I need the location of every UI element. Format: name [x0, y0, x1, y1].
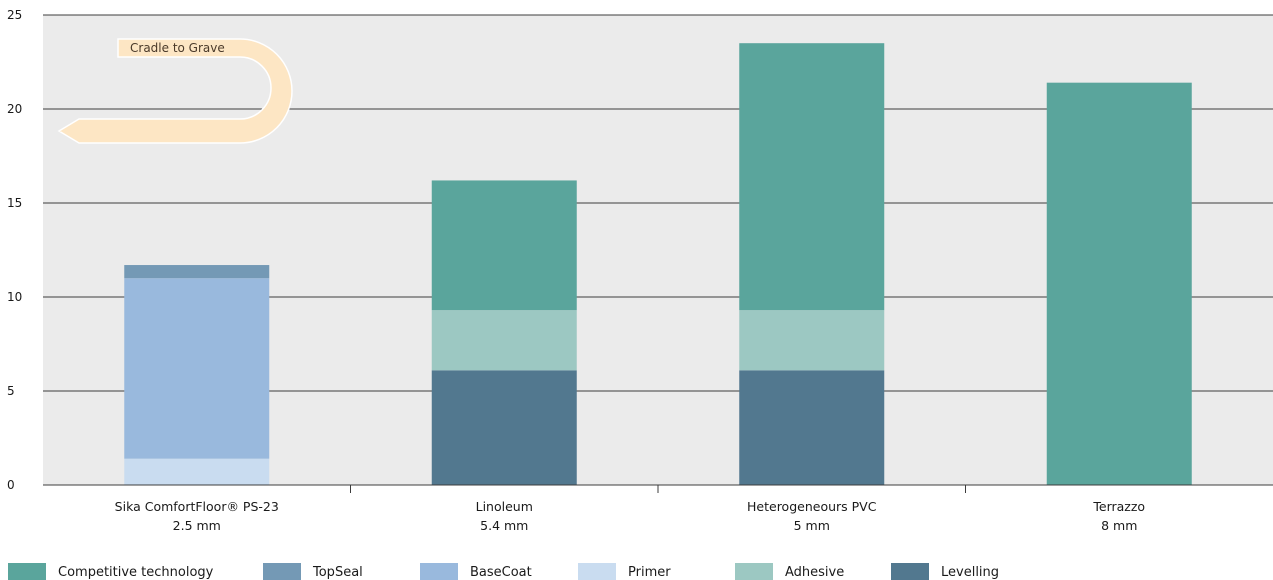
x-category-label: Heterogeneours PVC — [747, 499, 877, 514]
legend-label-competitive-technology: Competitive technology — [58, 565, 214, 580]
bar-adhesive-heterogeneours-pvc — [739, 310, 885, 371]
y-tick-label: 25 — [7, 8, 22, 22]
axes: 0 5 10 15 20 25 Sika ComfortFloor® PS-23 2.5 mm… — [7, 8, 1273, 533]
legend-label-primer: Primer — [628, 565, 671, 580]
legend: Competitive technology TopSeal BaseCoat Pri… — [8, 563, 999, 580]
annotation-label: Cradle to Grave — [130, 41, 225, 55]
legend-swatch-competitive-technology — [8, 563, 46, 580]
x-category-label: Sika ComfortFloor® PS-23 — [115, 499, 279, 514]
y-tick-label: 10 — [7, 290, 22, 304]
y-tick-label: 0 — [7, 478, 15, 492]
legend-swatch-primer — [578, 563, 616, 580]
bar-primer-sika-comfortfloor-ps-23 — [124, 458, 270, 485]
x-category-sublabel: 8 mm — [1101, 518, 1137, 533]
legend-label-basecoat: BaseCoat — [470, 565, 532, 580]
x-category-label: Linoleum — [476, 499, 533, 514]
bar-competitive-technology-linoleum — [431, 180, 577, 311]
legend-swatch-adhesive — [735, 563, 773, 580]
legend-label-adhesive: Adhesive — [785, 565, 844, 580]
bar-competitive-technology-heterogeneours-pvc — [739, 43, 885, 311]
x-category-sublabel: 2.5 mm — [173, 518, 221, 533]
y-tick-label: 20 — [7, 102, 22, 116]
cradle-to-grave-annotation: Cradle to Grave — [57, 38, 293, 144]
legend-label-levelling: Levelling — [941, 565, 999, 580]
legend-swatch-basecoat — [420, 563, 458, 580]
x-category-sublabel: 5.4 mm — [480, 518, 528, 533]
legend-swatch-levelling — [891, 563, 929, 580]
cradle-to-grave-arrow — [57, 38, 293, 144]
y-tick-label: 5 — [7, 384, 15, 398]
bars — [124, 43, 1192, 486]
y-tick-label: 15 — [7, 196, 22, 210]
legend-label-topseal: TopSeal — [312, 565, 363, 580]
bar-levelling-heterogeneours-pvc — [739, 370, 885, 485]
bar-basecoat-sika-comfortfloor-ps-23 — [124, 278, 270, 459]
x-category-sublabel: 5 mm — [794, 518, 830, 533]
bar-levelling-linoleum — [431, 370, 577, 485]
bar-competitive-technology-terrazzo — [1046, 82, 1192, 486]
bar-topseal-sika-comfortfloor-ps-23 — [124, 265, 270, 279]
bar-adhesive-linoleum — [431, 310, 577, 371]
x-category-label: Terrazzo — [1092, 499, 1145, 514]
legend-swatch-topseal — [263, 563, 301, 580]
